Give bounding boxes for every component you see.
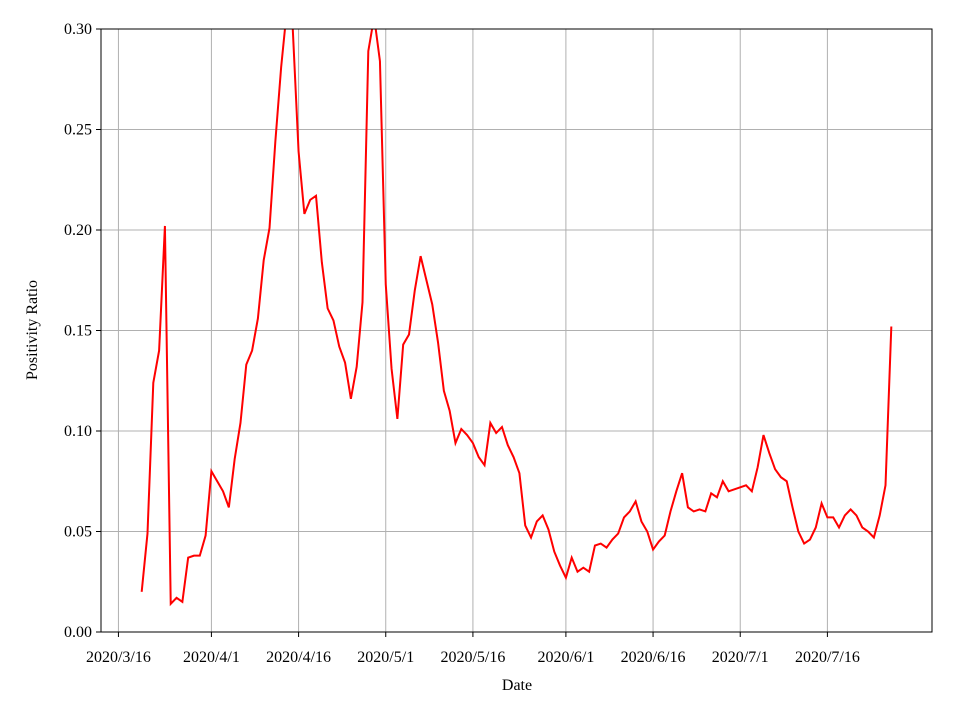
y-axis-label: Positivity Ratio xyxy=(24,280,41,380)
y-tick-label: 0.25 xyxy=(64,122,92,139)
y-tick-label: 0.30 xyxy=(64,21,92,38)
x-tick-label: 2020/6/1 xyxy=(537,649,594,666)
x-tick-label: 2020/4/16 xyxy=(266,649,331,666)
x-tick-label: 2020/7/16 xyxy=(795,649,860,666)
x-axis-label: Date xyxy=(502,677,532,694)
y-tick-label: 0.10 xyxy=(64,423,92,440)
plot-frame xyxy=(100,28,933,633)
y-tick-label: 0.00 xyxy=(64,624,92,641)
y-tick-label: 0.20 xyxy=(64,222,92,239)
data-line xyxy=(140,29,893,607)
x-tick-label: 2020/7/1 xyxy=(712,649,769,666)
x-tick-label: 2020/5/16 xyxy=(440,649,505,666)
y-tick-label: 0.15 xyxy=(64,323,92,340)
x-tick-label: 2020/3/16 xyxy=(86,649,151,666)
x-tick-label: 2020/6/16 xyxy=(621,649,686,666)
y-tick-label: 0.05 xyxy=(64,524,92,541)
x-tick-label: 2020/5/1 xyxy=(357,649,414,666)
x-tick-label: 2020/4/1 xyxy=(183,649,240,666)
